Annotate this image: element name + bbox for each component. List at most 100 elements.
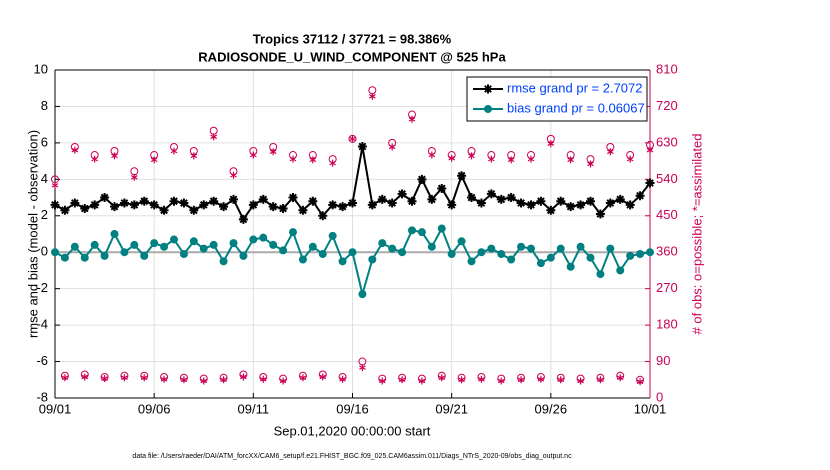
marker bbox=[209, 196, 219, 206]
marker bbox=[250, 151, 257, 159]
marker bbox=[496, 194, 506, 204]
marker bbox=[61, 374, 69, 382]
marker bbox=[616, 266, 625, 275]
y-tick-label: 2 bbox=[41, 207, 48, 222]
marker bbox=[239, 251, 248, 260]
marker bbox=[129, 200, 139, 210]
marker bbox=[70, 242, 79, 251]
marker bbox=[536, 196, 546, 206]
x-axis-label: Sep.01,2020 00:00:00 start bbox=[274, 423, 431, 438]
marker bbox=[368, 255, 377, 264]
marker bbox=[91, 155, 98, 163]
marker bbox=[556, 244, 565, 253]
marker bbox=[249, 235, 258, 244]
legend-label: bias grand pr = 0.06067 bbox=[507, 100, 645, 115]
chart-subtitle: RADIOSONDE_U_WIND_COMPONENT @ 525 hPa bbox=[198, 49, 506, 64]
marker bbox=[299, 374, 307, 382]
marker bbox=[427, 242, 436, 251]
marker bbox=[487, 244, 496, 253]
marker bbox=[200, 377, 208, 385]
marker bbox=[159, 205, 169, 215]
marker bbox=[596, 270, 605, 279]
marker bbox=[546, 205, 556, 215]
marker bbox=[60, 205, 70, 215]
marker bbox=[180, 376, 188, 384]
y2-tick-label: 360 bbox=[656, 244, 678, 259]
marker bbox=[566, 202, 576, 212]
marker bbox=[328, 231, 337, 240]
marker bbox=[645, 178, 655, 188]
marker bbox=[269, 148, 277, 156]
marker bbox=[388, 143, 396, 151]
marker bbox=[417, 228, 426, 237]
x-tick-label: 09/21 bbox=[435, 401, 468, 416]
y-tick-label: -8 bbox=[36, 389, 48, 404]
marker bbox=[189, 237, 198, 246]
marker bbox=[140, 374, 148, 382]
marker bbox=[308, 196, 318, 206]
y-tick-label: 6 bbox=[41, 134, 48, 149]
marker bbox=[279, 246, 288, 255]
marker bbox=[338, 257, 347, 266]
marker bbox=[378, 377, 386, 385]
marker bbox=[595, 209, 605, 219]
marker bbox=[398, 248, 407, 257]
marker bbox=[229, 239, 238, 248]
marker bbox=[388, 244, 397, 253]
marker bbox=[577, 377, 584, 385]
y2-tick-label: 810 bbox=[656, 61, 678, 76]
marker bbox=[288, 193, 298, 203]
marker bbox=[507, 156, 515, 164]
marker bbox=[110, 230, 119, 238]
marker bbox=[298, 255, 307, 264]
marker bbox=[497, 250, 506, 259]
marker bbox=[357, 142, 367, 152]
marker bbox=[269, 240, 278, 249]
marker bbox=[566, 262, 575, 271]
marker bbox=[605, 198, 615, 208]
marker bbox=[607, 148, 614, 156]
marker bbox=[259, 233, 268, 242]
marker bbox=[219, 257, 228, 266]
marker bbox=[169, 196, 179, 206]
marker bbox=[309, 156, 317, 164]
legend-marker bbox=[484, 105, 492, 113]
marker bbox=[516, 198, 526, 208]
y2-tick-label: 720 bbox=[656, 98, 678, 113]
marker bbox=[576, 200, 586, 210]
marker bbox=[338, 202, 348, 212]
marker bbox=[170, 235, 178, 244]
marker bbox=[517, 242, 526, 251]
marker bbox=[527, 244, 535, 253]
marker bbox=[318, 211, 328, 221]
marker bbox=[626, 155, 634, 163]
marker bbox=[378, 239, 387, 248]
marker bbox=[289, 155, 297, 163]
marker bbox=[279, 377, 287, 385]
marker bbox=[408, 226, 416, 235]
marker bbox=[417, 174, 427, 184]
marker bbox=[597, 376, 604, 384]
y-tick-label: 0 bbox=[41, 244, 48, 259]
marker bbox=[447, 200, 457, 210]
y-tick-label: 10 bbox=[34, 61, 48, 76]
marker bbox=[328, 200, 338, 210]
marker bbox=[258, 194, 268, 204]
marker bbox=[50, 200, 60, 210]
marker bbox=[298, 205, 308, 215]
marker bbox=[635, 191, 645, 201]
marker bbox=[121, 374, 128, 382]
marker bbox=[131, 173, 138, 181]
marker bbox=[100, 251, 109, 260]
marker bbox=[359, 364, 366, 372]
marker bbox=[536, 259, 545, 268]
y-tick-label: -4 bbox=[36, 317, 48, 332]
marker bbox=[240, 373, 247, 381]
marker bbox=[248, 200, 258, 210]
marker bbox=[616, 374, 624, 382]
marker bbox=[150, 239, 159, 248]
marker bbox=[587, 160, 594, 168]
marker bbox=[458, 376, 465, 384]
x-tick-label: 09/01 bbox=[39, 401, 72, 416]
marker bbox=[289, 228, 297, 237]
